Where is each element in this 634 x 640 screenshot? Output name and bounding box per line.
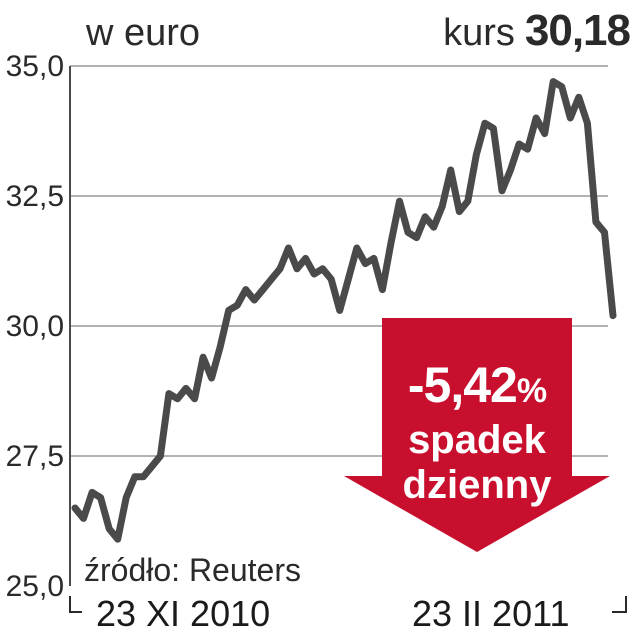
x-tick-label: 23 XI 2010: [96, 593, 271, 634]
y-tick-label: 32,5: [6, 180, 64, 213]
axes: [69, 66, 627, 613]
x-range-bracket-right: [612, 596, 627, 613]
callout-line-1: spadek: [408, 418, 546, 462]
source-note: źródło: Reuters: [84, 552, 305, 589]
series-layer: [71, 78, 617, 543]
price-readout: kurs 30,18: [443, 6, 631, 56]
series-line: [71, 78, 617, 543]
price-value: 30,18: [524, 6, 631, 55]
callout-line-2: dzienny: [402, 463, 552, 507]
change-value: -5,42: [407, 357, 518, 413]
y-tick-label: 35,0: [6, 50, 64, 83]
daily-change-callout: -5,42% spadek dzienny: [344, 318, 610, 552]
x-tick-label: 23 II 2011: [412, 593, 570, 634]
y-tick-label: 27,5: [6, 440, 64, 473]
y-tick-label: 25,0: [6, 570, 64, 603]
change-unit: %: [516, 372, 547, 410]
y-axis-ticks: 25,0 27,5 30,0 32,5 35,0: [6, 50, 64, 603]
y-tick-label: 30,0: [6, 310, 64, 343]
x-range-bracket-left: [69, 596, 82, 613]
price-label: kurs: [443, 12, 515, 54]
change-percent: -5,42%: [344, 356, 610, 414]
unit-label: w euro: [86, 12, 201, 54]
down-arrow-icon: [344, 318, 610, 552]
down-arrow-shape: [344, 318, 610, 552]
